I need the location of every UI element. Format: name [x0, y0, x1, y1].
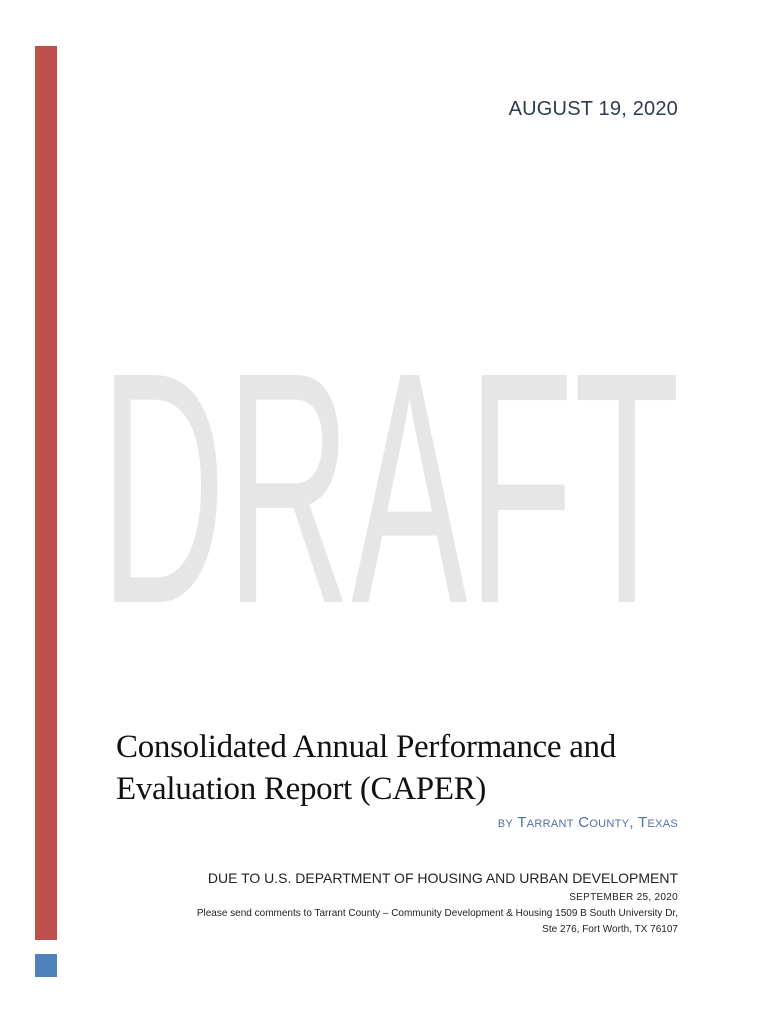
comments-line-2: Ste 276, Fort Worth, TX 76107	[542, 924, 678, 935]
blue-accent-square	[35, 954, 57, 977]
watermark-text: DRAFT	[100, 330, 680, 630]
red-accent-bar	[35, 46, 57, 940]
due-to-agency: DUE TO U.S. DEPARTMENT OF HOUSING AND UR…	[207, 870, 678, 886]
document-title: Consolidated Annual Performance and Eval…	[116, 726, 696, 810]
comments-line-1: Please send comments to Tarrant County –…	[196, 908, 678, 919]
title-line-1: Consolidated Annual Performance and	[116, 729, 616, 765]
title-line-2: Evaluation Report (CAPER)	[116, 771, 487, 807]
report-date: AUGUST 19, 2020	[508, 98, 678, 120]
due-date: SEPTEMBER 25, 2020	[569, 892, 678, 903]
byline: by Tarrant County, Texas	[497, 814, 678, 831]
comments-contact: Please send comments to Tarrant County –…	[98, 906, 678, 938]
draft-watermark: DRAFT	[100, 303, 690, 672]
